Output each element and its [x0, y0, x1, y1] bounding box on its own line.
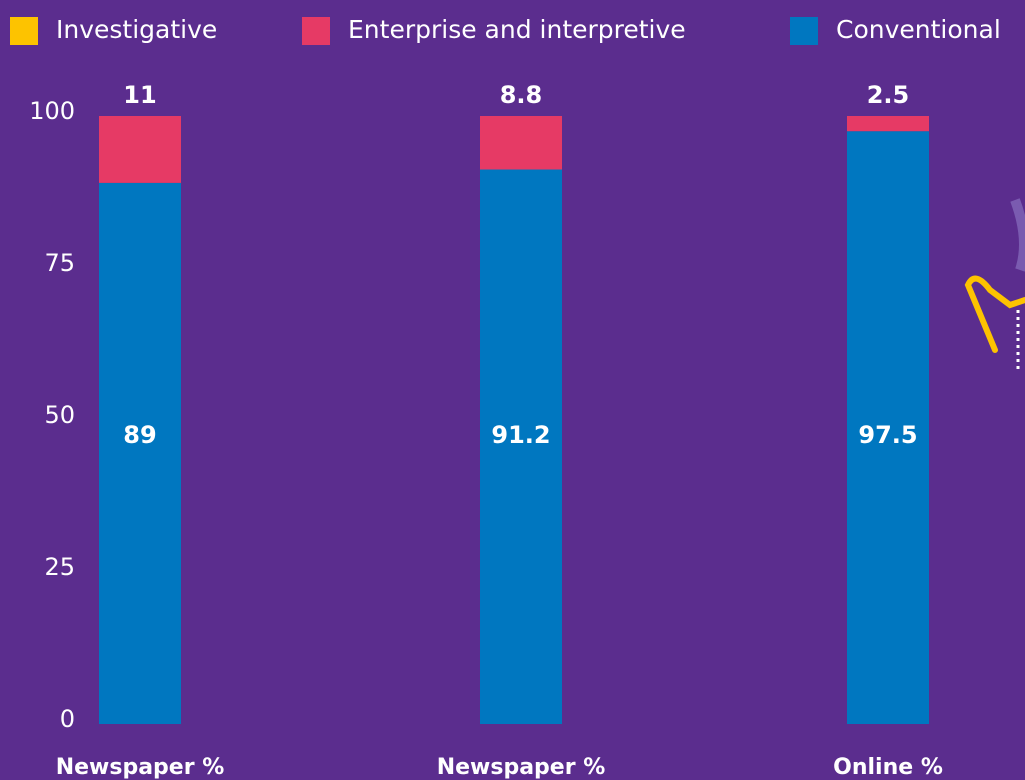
value-label: 2.5 [867, 81, 910, 109]
decoration [964, 275, 1025, 353]
legend-label: Investigative [56, 15, 217, 44]
bar-segment [480, 169, 562, 724]
value-label: 11 [123, 81, 156, 109]
y-tick-label: 100 [29, 97, 75, 125]
legend-swatch [10, 17, 38, 45]
bar-segment [99, 116, 181, 183]
x-tick-label: Online % [833, 755, 943, 780]
bar-segment [480, 116, 562, 170]
bar-segment [847, 116, 929, 132]
value-label: 91.2 [491, 421, 550, 449]
legend-label: Conventional [836, 15, 1001, 44]
legend-label: Enterprise and interpretive [348, 15, 686, 44]
y-tick-label: 75 [44, 249, 75, 277]
value-label: 89 [123, 421, 156, 449]
legend-swatch [302, 17, 330, 45]
y-tick-label: 50 [44, 401, 75, 429]
y-tick-label: 0 [60, 705, 75, 733]
value-label: 8.8 [500, 81, 543, 109]
x-tick-label: Newspaper % [437, 755, 606, 780]
value-label: 97.5 [858, 421, 917, 449]
x-tick-label: Newspaper % [56, 755, 225, 780]
legend-swatch [790, 17, 818, 45]
y-tick-label: 25 [44, 553, 75, 581]
bar-segment [847, 131, 929, 724]
decoration [1010, 198, 1025, 272]
bar-segment [99, 182, 181, 724]
